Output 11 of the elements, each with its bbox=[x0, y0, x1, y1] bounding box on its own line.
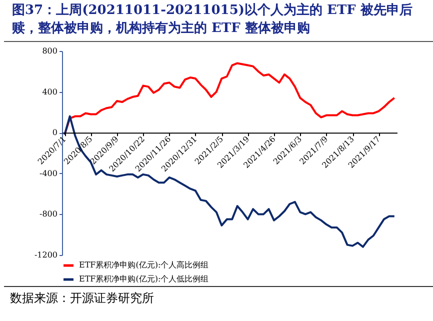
y-tick-label: 400 bbox=[42, 87, 58, 96]
y-tick-label: 800 bbox=[42, 46, 58, 56]
source-note: 数据来源：开源证券研究所 bbox=[4, 286, 433, 310]
y-tick-label: -1200 bbox=[34, 250, 58, 260]
y-tick-label: -400 bbox=[40, 168, 58, 178]
y-tick-label: -800 bbox=[40, 210, 58, 219]
line-series bbox=[64, 115, 396, 248]
legend-label: ETF累积净申购(亿元):个人高比例组 bbox=[79, 260, 209, 270]
legend-label: ETF累积净申购(亿元):个人低比例组 bbox=[79, 274, 209, 284]
chart-title: 图37：上周(20211011-20211015)以个人为主的 ETF 被先申后赎，整体被申购，机构持有为主的 ETF 整体被申购 bbox=[4, 0, 433, 42]
y-tick-label: 0 bbox=[52, 128, 58, 138]
